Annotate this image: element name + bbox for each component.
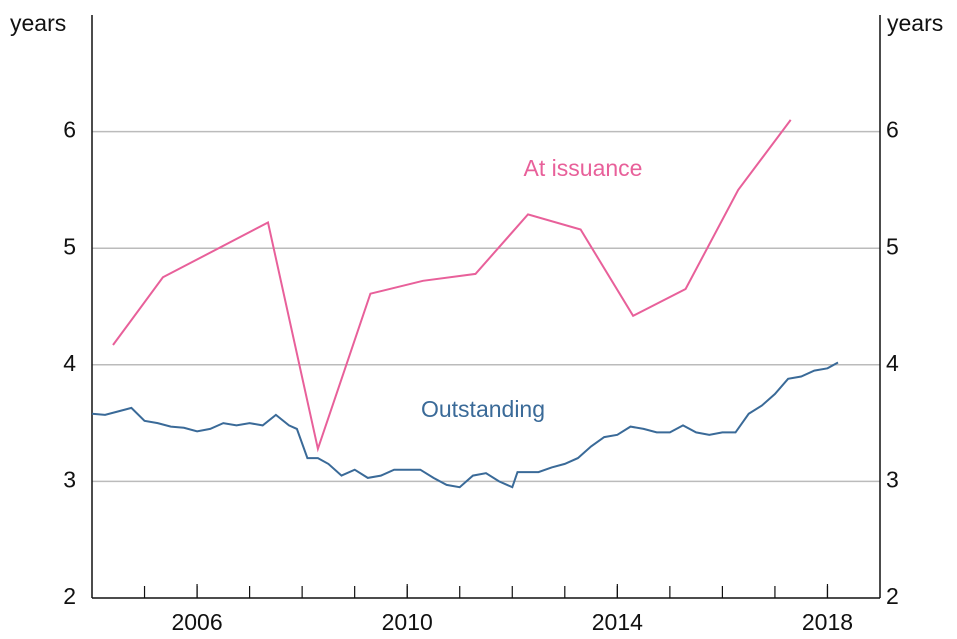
y2-tick-label: 2 [886, 583, 899, 609]
y-axis-label: years [10, 10, 66, 36]
y-tick-label: 4 [63, 350, 76, 376]
series-line [91, 361, 839, 489]
y2-tick-label: 6 [886, 117, 899, 143]
series-label: Outstanding [421, 396, 545, 422]
x-tick-label: 2006 [171, 609, 222, 635]
y-tick-label: 3 [63, 466, 76, 492]
y2-axis-label: years [887, 10, 943, 36]
x-tick-label: 2010 [382, 609, 433, 635]
y2-tick-label: 4 [886, 350, 899, 376]
series-line [112, 119, 792, 453]
y-tick-label: 6 [63, 117, 76, 143]
series-label: At issuance [524, 155, 643, 181]
y2-tick-label: 3 [886, 466, 899, 492]
x-tick-label: 2014 [592, 609, 643, 635]
y-tick-label: 5 [63, 233, 76, 259]
y-tick-label: 2 [63, 583, 76, 609]
y2-tick-label: 5 [886, 233, 899, 259]
x-tick-label: 2018 [802, 609, 853, 635]
